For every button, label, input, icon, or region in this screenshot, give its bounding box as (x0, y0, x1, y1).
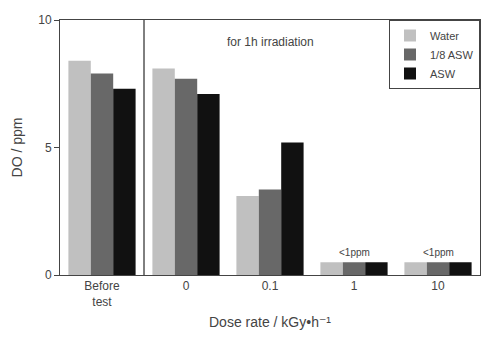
svg-text:1: 1 (351, 279, 358, 293)
svg-text:5: 5 (45, 141, 52, 155)
svg-text:Dose rate / kGy•h⁻¹: Dose rate / kGy•h⁻¹ (209, 314, 331, 330)
svg-text:for 1h irradiation: for 1h irradiation (227, 35, 314, 49)
svg-text:10: 10 (431, 279, 445, 293)
svg-text:ASW: ASW (430, 68, 456, 80)
svg-text:Water: Water (430, 30, 459, 42)
svg-text:DO / ppm: DO / ppm (9, 118, 25, 178)
svg-text:0: 0 (45, 268, 52, 282)
svg-text:0: 0 (183, 279, 190, 293)
svg-text:<1ppm: <1ppm (423, 247, 454, 258)
svg-text:1/8 ASW: 1/8 ASW (430, 49, 473, 61)
svg-text:0.1: 0.1 (262, 279, 279, 293)
svg-text:<1ppm: <1ppm (339, 247, 370, 258)
svg-text:10: 10 (38, 13, 52, 27)
svg-text:Beforetest: Beforetest (84, 279, 120, 309)
